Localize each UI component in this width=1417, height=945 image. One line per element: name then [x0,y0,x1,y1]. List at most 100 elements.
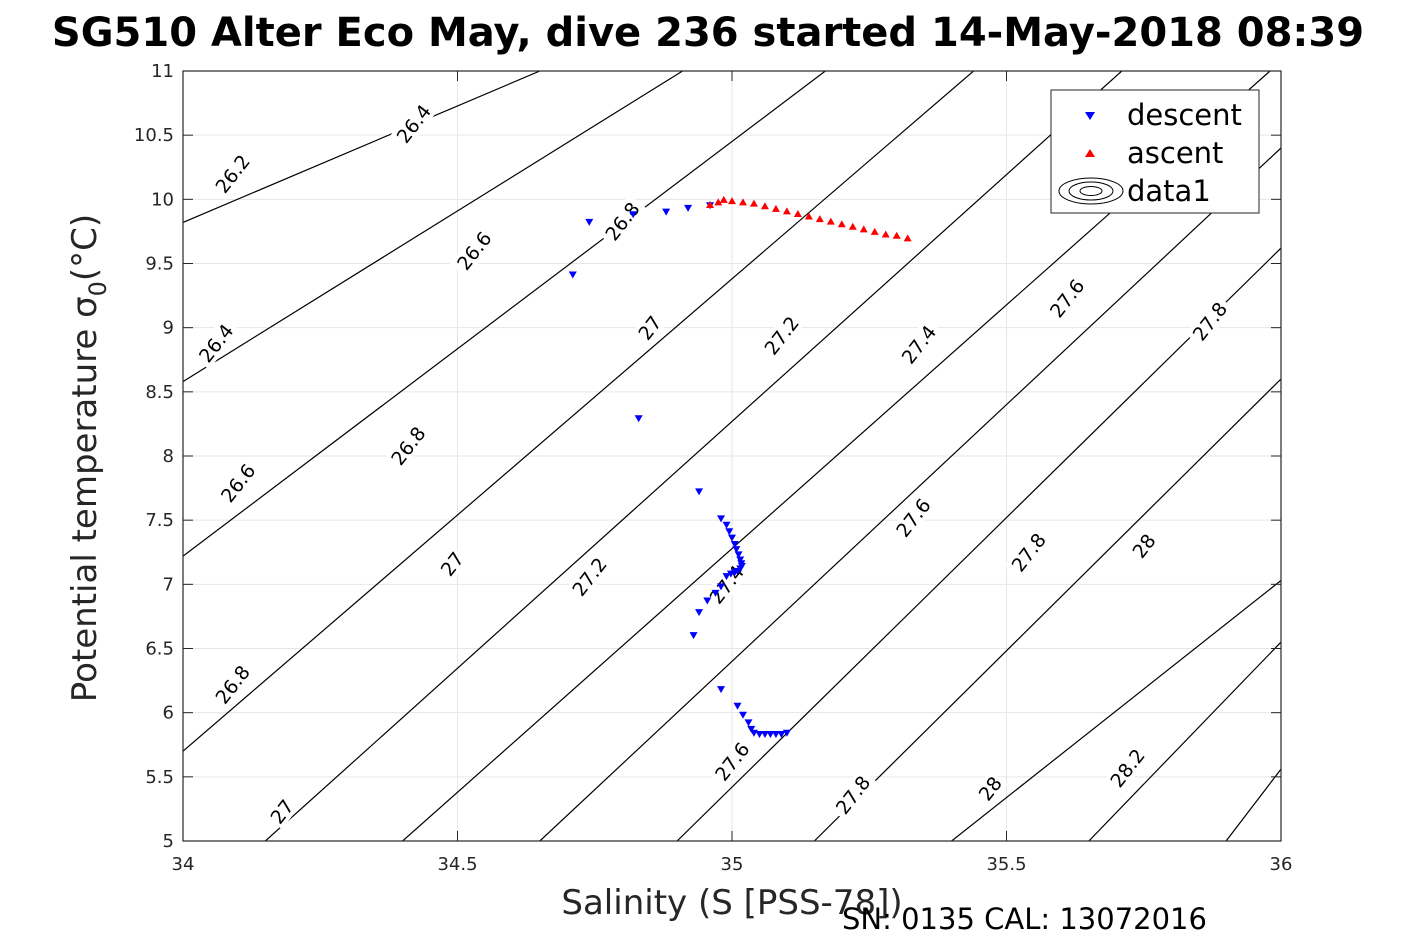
legend-ascent-marker [1085,149,1095,157]
ascent-point [870,227,879,235]
contour-labels: 26.226.426.626.827 27.2 27.427.6 27.826.426… [191,97,1234,830]
isopycnal-line [951,580,1281,841]
ascent-point [881,230,890,238]
descent-point [755,730,764,738]
isopycnal-line [1088,641,1281,841]
isopycnal-line [676,247,1281,841]
descent-point [766,730,775,738]
descent-point [585,218,594,226]
isopycnal-line [183,71,974,752]
y-axis-label-main: Potential temperature σ [65,296,105,702]
y-axis-label-subscript: 0 [84,281,112,296]
ascent-point [826,217,835,225]
y-axis-label: Potential temperature σ0(°C) [65,214,112,702]
descent-point [728,534,736,542]
descent-point [736,556,745,564]
y-tick-label: 7.5 [145,510,174,531]
footer-serial: SN: 0135 CAL: 13072016 [842,902,1207,936]
contour-label-bg [889,491,938,545]
chart-title: SG510 Alter Eco May, dive 236 started 14… [52,10,1364,56]
contour-label-bg [434,545,470,582]
descent-point [711,589,720,597]
contour-label-bg [1004,525,1053,579]
legend[interactable]: descent ascent data1 [1050,89,1260,214]
descent-point [717,515,726,523]
ascent-point [760,202,769,210]
y-tick-label: 9.5 [145,254,174,275]
ascent-point [728,197,736,205]
density-contours [183,71,1281,841]
contour-label-bg [208,147,257,201]
legend-data1-label: data1 [1127,174,1211,208]
contour-label-bg [972,770,1008,807]
x-axis: 34 34.5 35 35.5 36 [172,71,1293,875]
y-tick-label: 5.5 [145,767,174,788]
isopycnal-line [264,71,1123,841]
x-tick-label: 35 [721,854,744,875]
y-tick-label: 9 [163,318,174,339]
descent-point [634,415,643,423]
descent-point [722,573,731,581]
contour-label-bg [449,224,499,278]
descent-series [568,202,791,738]
isopycnal-line [183,71,683,383]
ascent-point [859,225,868,233]
ascent-point [793,209,802,217]
y-tick-label: 6 [163,703,174,724]
x-axis-label: Salinity (S [PSS-78]) [561,883,902,923]
legend-descent-marker [1085,112,1095,120]
contour-label-bg [1185,294,1234,348]
descent-point [733,702,742,710]
descent-point [747,725,756,733]
contour-label-bg [191,316,240,370]
ascent-point [804,212,813,220]
legend-box [1050,89,1260,214]
y-tick-label: 5 [163,831,174,852]
y-axis: 5 5.5 6 6.5 7 7.5 8 8.5 9 9.5 10 10.5 11 [134,61,1281,852]
isopycnal-line [1225,768,1281,841]
isopycnal-line [813,378,1281,841]
descent-point [722,521,731,529]
isopycnal-line [539,147,1281,841]
contour-label-bg [828,768,877,822]
descent-point [777,730,786,738]
x-tick-label: 34 [172,854,195,875]
descent-point [760,730,769,738]
contour-label-bg [389,97,438,151]
y-tick-label: 8.5 [145,382,174,403]
y-tick-label: 7 [163,574,174,595]
legend-ascent-label: ascent [1127,136,1223,170]
contour-label-bg [1042,271,1091,325]
ascent-point [848,222,857,230]
descent-point [703,597,712,605]
ascent-point [815,215,824,223]
legend-contour-icon [1058,177,1124,205]
y-axis-label-unit: (°C) [65,214,105,281]
descent-point [662,208,671,216]
ascent-point [719,195,728,203]
descent-point [695,609,704,617]
contour-label-bg [1103,741,1152,795]
ascent-point [782,207,791,215]
x-tick-label: 36 [1270,854,1293,875]
descent-point [717,686,726,694]
ascent-point [706,200,715,208]
contour-label-bg [1126,528,1162,564]
descent-point [568,271,577,279]
isopycnal-line [183,71,541,223]
descent-point [744,719,753,727]
descent-point [734,551,743,559]
y-tick-label: 11 [151,61,174,82]
x-tick-label: 34.5 [437,854,477,875]
descent-point [689,632,698,640]
contour-label-bg [208,657,257,711]
ascent-point [714,198,723,206]
contour-label-bg [264,793,300,830]
ascent-point [903,234,912,242]
ascent-point [837,220,846,228]
descent-point [771,730,780,738]
ascent-point [771,204,780,212]
descent-point [730,541,739,549]
descent-point [725,528,734,536]
